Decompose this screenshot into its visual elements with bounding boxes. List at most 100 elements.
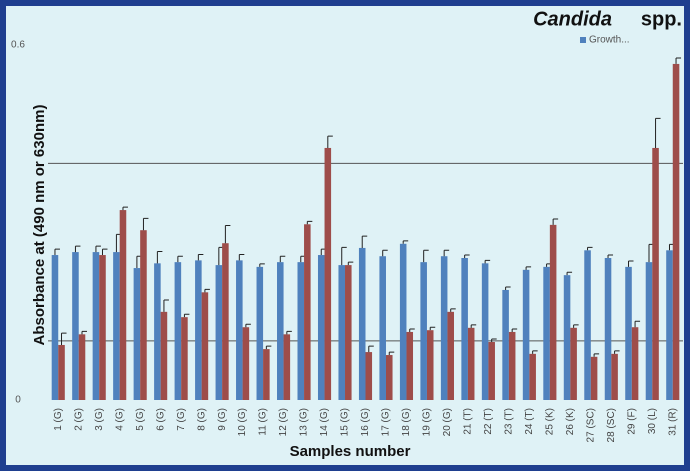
- bar: [584, 250, 591, 400]
- bar: [277, 262, 284, 400]
- legend-swatch: [580, 37, 586, 43]
- bar: [590, 356, 598, 400]
- bar: [304, 224, 311, 400]
- x-tick-label: 15 (G): [340, 408, 351, 436]
- bar: [502, 289, 509, 400]
- bar: [154, 263, 161, 400]
- error-bar: [470, 324, 477, 328]
- error-bar: [587, 246, 593, 251]
- x-tick-label: 9 (G): [217, 408, 228, 431]
- bar: [563, 275, 571, 400]
- error-bar: [511, 328, 518, 332]
- bar: [99, 255, 106, 400]
- bar: [461, 258, 468, 400]
- error-bar: [101, 248, 108, 256]
- error-bar: [54, 248, 60, 256]
- x-tick-label: 28 (SC): [606, 408, 617, 442]
- bar: [522, 269, 530, 400]
- error-bar: [388, 351, 395, 356]
- bar: [549, 224, 557, 400]
- y-tick-label: 0: [15, 395, 21, 406]
- bar: [195, 260, 202, 400]
- bar: [447, 311, 454, 400]
- x-tick-label: 29 (F): [626, 408, 637, 435]
- error-bar: [409, 328, 415, 332]
- bar: [625, 266, 632, 400]
- x-tick-label: 22 (T): [483, 408, 494, 435]
- x-tick-label: 5 (G): [135, 408, 146, 431]
- x-tick-label: 26 (K): [565, 408, 576, 435]
- x-tick-label: 11 (G): [258, 408, 269, 436]
- error-bar: [197, 253, 204, 261]
- bar: [174, 262, 182, 400]
- x-tick-label: 31 (R): [667, 408, 678, 436]
- error-bar: [306, 220, 313, 225]
- bar: [58, 344, 65, 400]
- bar: [78, 334, 86, 400]
- bar: [604, 258, 612, 400]
- bar: [508, 331, 516, 400]
- error-bar: [286, 330, 292, 335]
- chart-title: spp.: [641, 8, 682, 30]
- bar: [440, 256, 448, 400]
- bar: [201, 292, 209, 400]
- chart-title-italic: Candida: [533, 8, 612, 30]
- bar: [426, 330, 434, 400]
- bar: [317, 255, 325, 400]
- error-bar: [655, 117, 661, 148]
- error-bar: [156, 250, 163, 264]
- error-bar: [238, 253, 245, 261]
- bar: [529, 353, 536, 400]
- bar: [570, 327, 577, 400]
- bar: [283, 334, 291, 400]
- error-bar: [368, 345, 374, 353]
- x-tick-label: 2 (G): [73, 408, 84, 431]
- bar: [242, 327, 250, 400]
- bar: [399, 243, 407, 400]
- x-tick-label: 30 (L): [647, 408, 658, 434]
- x-tick-label: 7 (G): [176, 408, 187, 431]
- x-tick-label: 14 (G): [319, 408, 330, 436]
- legend-label: Growth...: [589, 35, 630, 46]
- bar: [92, 252, 100, 400]
- x-tick-label: 16 (G): [360, 408, 371, 436]
- bar: [51, 255, 59, 400]
- error-bar: [341, 246, 347, 266]
- error-bar: [204, 288, 210, 293]
- error-bar: [450, 308, 456, 312]
- error-bar: [74, 245, 81, 253]
- bar: [236, 260, 243, 400]
- bar: [358, 247, 366, 400]
- error-bar: [81, 330, 88, 335]
- error-bar: [628, 260, 634, 267]
- error-bar: [491, 338, 497, 343]
- y-axis-title: Absorbance at (490 nm or 630nm): [31, 105, 48, 346]
- error-bar: [177, 255, 183, 263]
- error-bar: [347, 261, 354, 266]
- error-bar: [484, 259, 491, 264]
- bar: [181, 317, 188, 400]
- error-bar: [423, 249, 429, 263]
- y-tick-label: 0.6: [11, 40, 25, 51]
- bar: [119, 210, 127, 400]
- error-bar: [525, 266, 532, 270]
- x-tick-label: 10 (G): [237, 408, 248, 436]
- error-bar: [95, 245, 101, 253]
- x-tick-label: 6 (G): [155, 408, 166, 431]
- error-bar: [464, 254, 470, 258]
- error-bar: [634, 320, 641, 328]
- error-bar: [183, 313, 190, 318]
- error-bar: [122, 206, 128, 211]
- bar: [385, 355, 393, 400]
- bar: [263, 349, 270, 400]
- bar: [420, 262, 427, 400]
- bar: [140, 230, 147, 400]
- bar: [222, 243, 229, 400]
- x-tick-label: 4 (G): [114, 408, 125, 431]
- error-bar: [142, 217, 149, 231]
- error-bar: [163, 299, 169, 312]
- x-tick-label: 23 (T): [504, 408, 515, 435]
- error-bar: [443, 249, 450, 257]
- error-bar: [566, 271, 573, 276]
